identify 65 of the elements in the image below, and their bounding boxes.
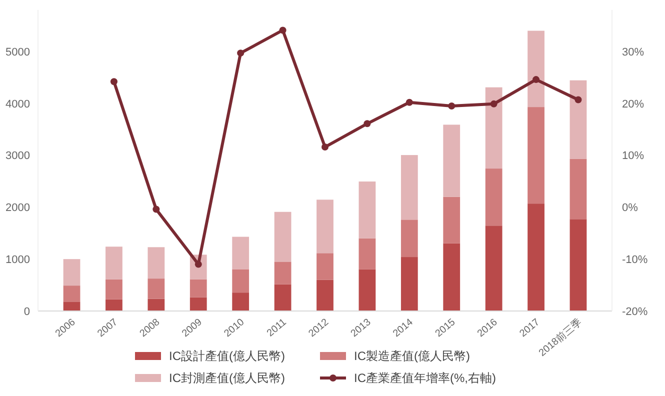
y2-tick-label: 0% xyxy=(622,202,638,214)
bar xyxy=(232,236,250,270)
point xyxy=(279,26,286,34)
bar xyxy=(274,284,292,311)
bar xyxy=(190,297,207,311)
bar xyxy=(528,30,544,108)
y-tick-label: 1000 xyxy=(6,254,30,266)
bar xyxy=(570,158,587,220)
bar xyxy=(358,269,376,311)
bar xyxy=(316,200,334,254)
legend-label: IC製造產值(億人民幣) xyxy=(354,349,470,364)
y-tick-label: 5000 xyxy=(6,46,30,58)
bar xyxy=(274,262,292,284)
point xyxy=(532,76,540,84)
point xyxy=(322,144,328,151)
y2-tick-label: -20% xyxy=(622,306,648,318)
bar xyxy=(316,280,334,311)
point xyxy=(490,100,498,108)
y-tick-label: 4000 xyxy=(6,98,30,110)
point xyxy=(448,102,456,110)
bar xyxy=(148,278,165,299)
bar xyxy=(106,279,122,300)
bar xyxy=(528,204,544,311)
bar xyxy=(274,212,292,262)
bar xyxy=(106,299,122,311)
bar xyxy=(400,257,418,311)
bar xyxy=(485,226,502,311)
bar xyxy=(570,80,587,159)
bar xyxy=(358,238,376,270)
y-tick-label: 2000 xyxy=(6,202,30,214)
bar xyxy=(106,246,122,280)
y2-tick-label: 10% xyxy=(622,150,644,162)
bar xyxy=(400,155,418,220)
bar xyxy=(148,298,165,311)
point xyxy=(237,50,244,57)
bar xyxy=(358,182,376,238)
point xyxy=(152,206,160,213)
y-tick-label: 0 xyxy=(24,306,30,318)
y2-tick-label: 20% xyxy=(622,98,644,110)
bar xyxy=(63,286,80,302)
bar xyxy=(316,253,334,280)
bar xyxy=(443,243,460,311)
point xyxy=(110,78,118,86)
bar xyxy=(63,259,80,286)
y-tick-label: 3000 xyxy=(6,150,30,162)
bar xyxy=(232,292,250,311)
point xyxy=(574,96,582,104)
bar xyxy=(443,196,460,244)
legend-label: IC產業產值年增率(%,右軸) xyxy=(354,371,496,386)
bar xyxy=(485,168,502,226)
legend-label: IC封測產值(億人民幣) xyxy=(169,371,285,386)
bar xyxy=(400,220,418,258)
point xyxy=(364,120,371,128)
bar xyxy=(148,247,165,279)
bar xyxy=(232,269,250,293)
bar xyxy=(485,87,502,169)
bar xyxy=(190,279,207,298)
point xyxy=(406,98,413,106)
y2-tick-label: -10% xyxy=(622,254,648,266)
bar xyxy=(443,124,460,197)
bar xyxy=(63,302,80,311)
bar xyxy=(528,107,544,204)
legend-label: IC設計產值(億人民幣) xyxy=(169,349,285,364)
bar xyxy=(570,219,587,311)
y2-tick-label: 30% xyxy=(622,46,644,58)
